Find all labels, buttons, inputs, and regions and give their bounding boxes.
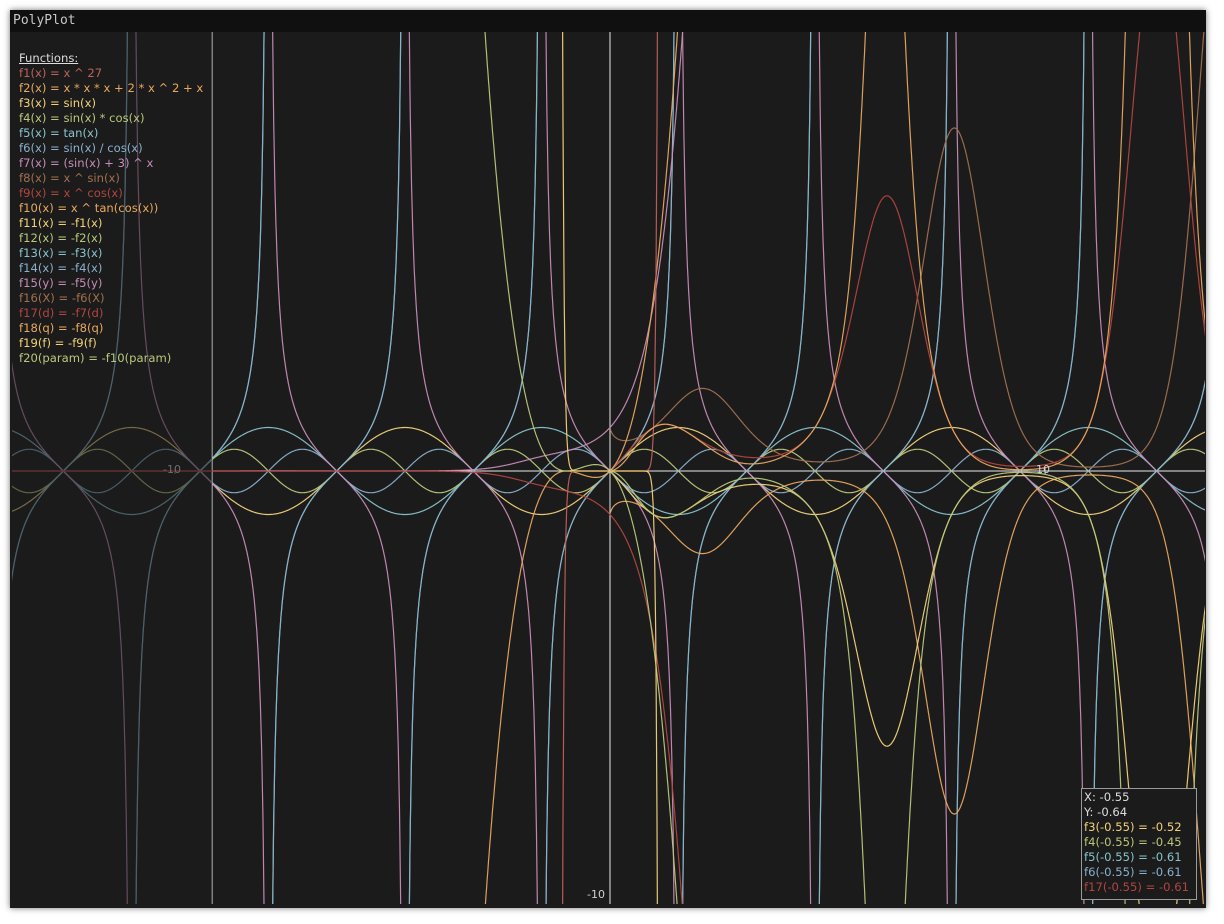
function-item[interactable]: f13(x) = -f3(x) — [19, 246, 103, 260]
function-item[interactable]: f12(x) = -f2(x) — [19, 231, 103, 245]
dimmed-region — [12, 32, 212, 904]
function-item[interactable]: f3(x) = sin(x) — [19, 96, 96, 110]
x-axis-negative-tick-label: -10 — [163, 463, 181, 476]
function-item[interactable]: f8(x) = x ^ sin(x) — [19, 171, 120, 185]
x-axis-positive-tick-label: 10 — [1036, 463, 1050, 476]
function-curve — [610, 32, 1205, 472]
cursor-readout-panel: X: -0.55 Y: -0.64 f3(-0.55) = -0.52 f4(-… — [1081, 788, 1197, 900]
plot-canvas[interactable] — [12, 32, 1205, 904]
function-curve — [609, 32, 1205, 468]
function-item[interactable]: f2(x) = x * x * x + 2 * x ^ 2 + x — [19, 81, 204, 95]
function-item[interactable]: f1(x) = x ^ 27 — [19, 66, 103, 80]
app-title: PolyPlot — [13, 13, 76, 28]
function-list-heading: Functions: — [19, 51, 79, 65]
y-axis-negative-tick-label: -10 — [587, 888, 605, 901]
function-curve — [610, 470, 1205, 904]
readout-value: f3(-0.55) = -0.52 — [1084, 820, 1182, 834]
readout-y: Y: -0.64 — [1084, 805, 1128, 819]
function-item[interactable]: f16(X) = -f6(X) — [19, 291, 105, 305]
function-curve — [484, 32, 679, 904]
function-item[interactable]: f17(d) = -f7(d) — [19, 306, 104, 320]
function-item[interactable]: f4(x) = sin(x) * cos(x) — [19, 111, 145, 125]
readout-value: f4(-0.55) = -0.45 — [1084, 835, 1182, 849]
readout-x: X: -0.55 — [1084, 790, 1130, 804]
readout-value: f6(-0.55) = -0.61 — [1084, 865, 1182, 879]
function-item[interactable]: f5(x) = tan(x) — [19, 126, 99, 140]
function-item[interactable]: f15(y) = -f5(y) — [19, 276, 103, 290]
function-item[interactable]: f10(x) = x ^ tan(cos(x)) — [19, 201, 159, 215]
title-bar[interactable]: PolyPlot — [10, 10, 1206, 32]
function-item[interactable]: f11(x) = -f1(x) — [19, 216, 103, 230]
function-item[interactable]: f6(x) = sin(x) / cos(x) — [19, 141, 143, 155]
readout-value: f17(-0.55) = -0.61 — [1084, 880, 1189, 894]
function-list: Functions: f1(x) = x ^ 27 f2(x) = x * x … — [19, 51, 203, 366]
function-item[interactable]: f9(x) = x ^ cos(x) — [19, 186, 123, 200]
function-item[interactable]: f19(f) = -f9(f) — [19, 336, 97, 350]
function-item[interactable]: f14(x) = -f4(x) — [19, 261, 103, 275]
function-curve — [484, 32, 678, 904]
function-curve — [609, 474, 1204, 904]
function-item[interactable]: f18(q) = -f8(q) — [19, 321, 104, 335]
plot-area[interactable]: -10 10 -10 Functions: f1(x) = x ^ 27 f2(… — [12, 32, 1205, 904]
function-item[interactable]: f7(x) = (sin(x) + 3) ^ x — [19, 156, 154, 170]
function-curve — [609, 32, 1205, 472]
readout-value: f5(-0.55) = -0.61 — [1084, 850, 1182, 864]
app-window: PolyPlot -10 10 -10 Functions: f1(x) = x… — [10, 10, 1206, 908]
function-item[interactable]: f20(param) = -f10(param) — [19, 351, 172, 365]
